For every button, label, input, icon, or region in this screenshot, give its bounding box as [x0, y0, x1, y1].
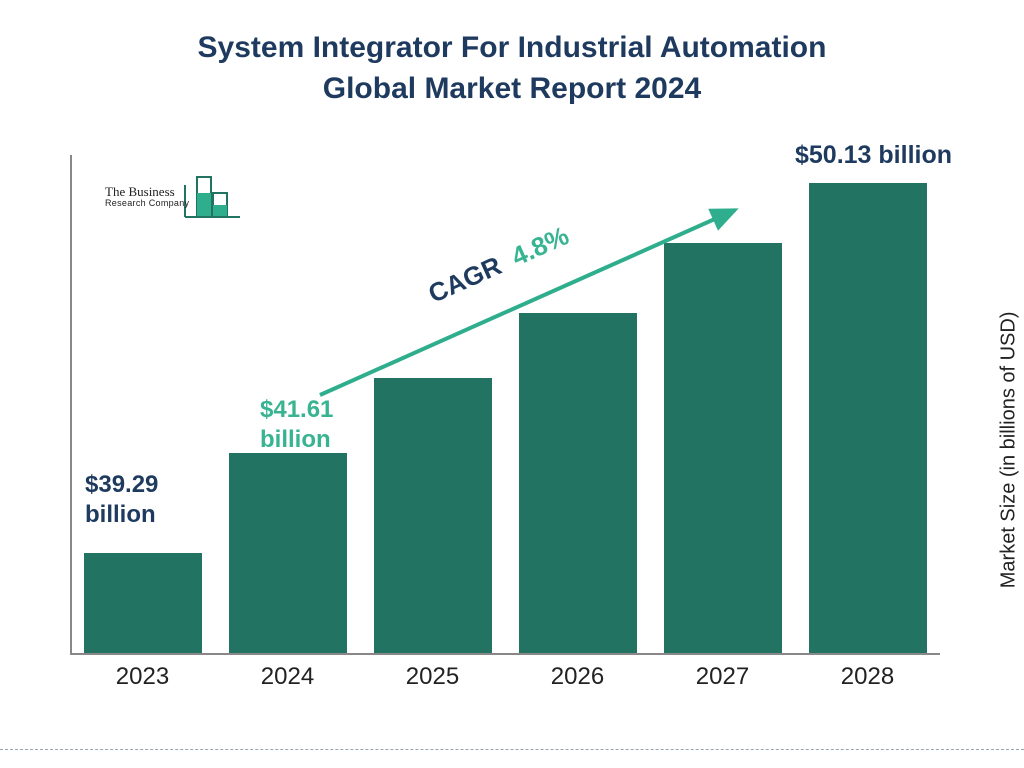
bar	[519, 313, 637, 653]
bar	[809, 183, 927, 653]
bars-container	[70, 155, 940, 653]
callout-2023: $39.29 billion	[85, 470, 158, 530]
x-axis-tick-label: 2024	[215, 659, 360, 695]
bar	[84, 553, 202, 653]
bar-slot	[360, 378, 505, 653]
bar-chart: 202320242025202620272028	[70, 155, 940, 695]
callout-2024-unit: billion	[260, 426, 331, 453]
x-axis-tick-label: 2025	[360, 659, 505, 695]
x-axis-tick-label: 2028	[795, 659, 940, 695]
callout-2023-unit: billion	[85, 501, 156, 528]
bar-slot	[215, 453, 360, 653]
bar-slot	[795, 183, 940, 653]
y-axis-label: Market Size (in billions of USD)	[998, 312, 1021, 589]
x-axis-line	[70, 653, 940, 655]
callout-2028-value: $50.13 billion	[795, 141, 952, 169]
x-labels-container: 202320242025202620272028	[70, 659, 940, 695]
callout-2024: $41.61 billion	[260, 395, 333, 455]
bar	[229, 453, 347, 653]
x-axis-tick-label: 2027	[650, 659, 795, 695]
bar	[374, 378, 492, 653]
footer-divider	[0, 749, 1024, 750]
title-line-1: System Integrator For Industrial Automat…	[198, 31, 827, 64]
x-axis-tick-label: 2026	[505, 659, 650, 695]
callout-2024-value: $41.61	[260, 396, 333, 423]
chart-title: System Integrator For Industrial Automat…	[0, 0, 1024, 109]
title-line-2: Global Market Report 2024	[323, 72, 701, 105]
bar-slot	[650, 243, 795, 653]
bar-slot	[505, 313, 650, 653]
x-axis-tick-label: 2023	[70, 659, 215, 695]
bar-slot	[70, 553, 215, 653]
callout-2028: $50.13 billion	[795, 140, 952, 171]
callout-2023-value: $39.29	[85, 471, 158, 498]
bar	[664, 243, 782, 653]
